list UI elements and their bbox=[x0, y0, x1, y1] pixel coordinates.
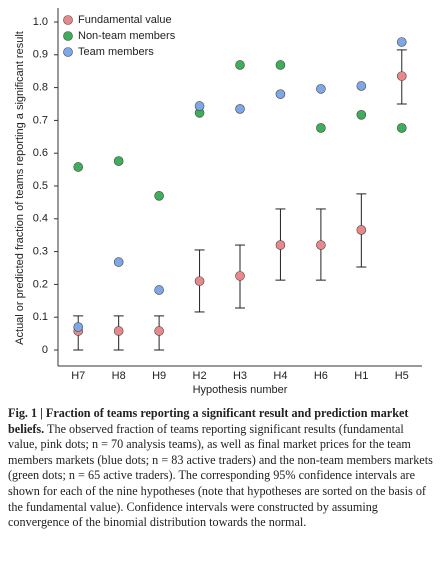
dot bbox=[396, 123, 407, 133]
dot bbox=[73, 162, 84, 172]
dot bbox=[275, 60, 286, 70]
dot bbox=[235, 271, 245, 281]
y-tick-label: 0.3 bbox=[33, 246, 48, 258]
chart: Actual or predicted fraction of teams re… bbox=[14, 8, 422, 396]
x-tick-label: H9 bbox=[152, 370, 166, 382]
y-tick-label: 0.8 bbox=[33, 82, 48, 94]
x-tick-label: H8 bbox=[112, 370, 126, 382]
dot bbox=[235, 60, 245, 70]
y-tick-label: 0.6 bbox=[33, 147, 48, 159]
dot bbox=[235, 104, 245, 114]
legend-label: Non-team members bbox=[78, 30, 176, 42]
legend-marker bbox=[63, 15, 73, 25]
y-tick-label: 0.7 bbox=[33, 114, 48, 126]
dot bbox=[356, 110, 367, 120]
x-tick-label: H5 bbox=[395, 370, 409, 382]
legend-label: Fundamental value bbox=[78, 14, 172, 26]
caption-text: The observed fraction of teams reporting… bbox=[8, 421, 433, 530]
dot bbox=[396, 71, 407, 81]
dot bbox=[154, 285, 164, 295]
dot bbox=[316, 240, 326, 250]
x-tick-label: H6 bbox=[314, 370, 328, 382]
legend-label: Team members bbox=[78, 46, 154, 58]
x-tick-label: H3 bbox=[233, 370, 247, 382]
dot bbox=[275, 89, 286, 99]
x-axis-title: Hypothesis number bbox=[193, 384, 288, 396]
dot bbox=[154, 326, 164, 336]
caption-title: Fraction of teams reporting a significan… bbox=[8, 406, 409, 436]
dot bbox=[194, 101, 205, 111]
dot bbox=[356, 81, 367, 91]
dot bbox=[154, 191, 164, 201]
dot bbox=[396, 37, 407, 47]
legend-marker bbox=[63, 31, 73, 41]
dot bbox=[194, 276, 205, 286]
y-tick-label: 0.4 bbox=[33, 213, 48, 225]
dot bbox=[73, 322, 84, 332]
dot bbox=[356, 225, 367, 235]
dot bbox=[316, 123, 326, 133]
y-tick-label: 1.0 bbox=[33, 16, 48, 28]
y-tick-label: 0 bbox=[42, 344, 48, 356]
y-tick-label: 0.1 bbox=[33, 311, 48, 323]
x-tick-label: H4 bbox=[273, 370, 287, 382]
dot bbox=[113, 257, 124, 267]
y-tick-label: 0.5 bbox=[33, 180, 48, 192]
dot bbox=[113, 156, 124, 166]
x-tick-label: H7 bbox=[71, 370, 85, 382]
y-tick-label: 0.9 bbox=[33, 49, 48, 61]
y-tick-label: 0.2 bbox=[33, 278, 48, 290]
dot bbox=[275, 240, 286, 250]
caption: Fig. 1 | Fraction of teams reporting a s… bbox=[8, 406, 433, 531]
y-axis-title: Actual or predicted fraction of teams re… bbox=[14, 31, 26, 345]
x-tick-label: H1 bbox=[354, 370, 368, 382]
legend-marker bbox=[63, 47, 73, 57]
dot bbox=[113, 326, 124, 336]
dot bbox=[316, 84, 326, 94]
caption-label: Fig. 1 | bbox=[8, 406, 46, 420]
x-tick-label: H2 bbox=[193, 370, 207, 382]
